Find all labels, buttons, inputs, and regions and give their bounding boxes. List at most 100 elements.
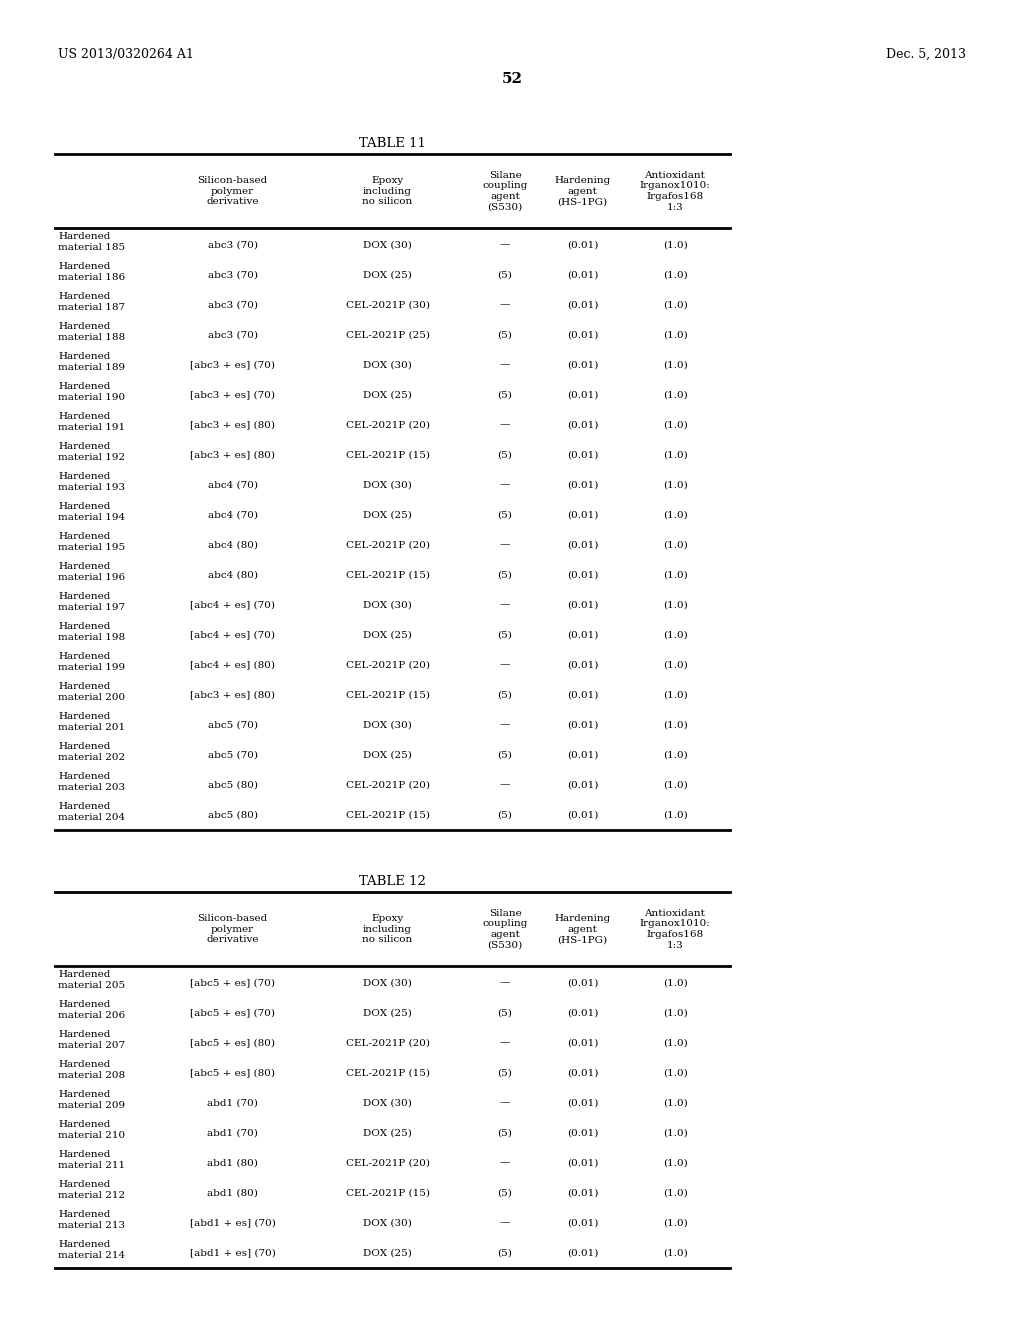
Text: coupling: coupling xyxy=(482,181,527,190)
Text: (1.0): (1.0) xyxy=(663,511,687,520)
Text: Dec. 5, 2013: Dec. 5, 2013 xyxy=(886,48,966,61)
Text: CEL-2021P (20): CEL-2021P (20) xyxy=(345,780,429,789)
Text: Irganox1010:: Irganox1010: xyxy=(640,181,711,190)
Text: (5): (5) xyxy=(498,751,512,759)
Text: —: — xyxy=(500,660,510,669)
Text: (1.0): (1.0) xyxy=(663,721,687,730)
Text: (S530): (S530) xyxy=(487,202,522,211)
Text: material 208: material 208 xyxy=(58,1071,125,1080)
Text: material 212: material 212 xyxy=(58,1191,125,1200)
Text: —: — xyxy=(500,540,510,549)
Text: (0.01): (0.01) xyxy=(567,301,598,309)
Text: CEL-2021P (20): CEL-2021P (20) xyxy=(345,1159,429,1167)
Text: —: — xyxy=(500,240,510,249)
Text: Hardened: Hardened xyxy=(58,652,111,661)
Text: (0.01): (0.01) xyxy=(567,660,598,669)
Text: material 192: material 192 xyxy=(58,453,125,462)
Text: TABLE 11: TABLE 11 xyxy=(359,137,426,150)
Text: Hardened: Hardened xyxy=(58,412,111,421)
Text: DOX (25): DOX (25) xyxy=(364,391,412,400)
Text: (0.01): (0.01) xyxy=(567,391,598,400)
Text: [abc4 + es] (70): [abc4 + es] (70) xyxy=(190,601,275,610)
Text: —: — xyxy=(500,1218,510,1228)
Text: (0.01): (0.01) xyxy=(567,780,598,789)
Text: (5): (5) xyxy=(498,690,512,700)
Text: CEL-2021P (25): CEL-2021P (25) xyxy=(345,330,429,339)
Text: Hardened: Hardened xyxy=(58,1060,111,1069)
Text: Epoxy: Epoxy xyxy=(372,915,403,923)
Text: Irganox1010:: Irganox1010: xyxy=(640,920,711,928)
Text: Hardened: Hardened xyxy=(58,1239,111,1249)
Text: material 210: material 210 xyxy=(58,1131,125,1140)
Text: Antioxidant: Antioxidant xyxy=(644,172,706,180)
Text: 52: 52 xyxy=(502,73,522,86)
Text: (1.0): (1.0) xyxy=(663,330,687,339)
Text: (1.0): (1.0) xyxy=(663,751,687,759)
Text: (0.01): (0.01) xyxy=(567,1008,598,1018)
Text: [abc3 + es] (70): [abc3 + es] (70) xyxy=(190,391,275,400)
Text: 1:3: 1:3 xyxy=(667,940,683,949)
Text: (5): (5) xyxy=(498,1068,512,1077)
Text: (0.01): (0.01) xyxy=(567,570,598,579)
Text: —: — xyxy=(500,601,510,610)
Text: material 194: material 194 xyxy=(58,513,125,521)
Text: material 195: material 195 xyxy=(58,543,125,552)
Text: —: — xyxy=(500,301,510,309)
Text: DOX (30): DOX (30) xyxy=(364,978,412,987)
Text: —: — xyxy=(500,1159,510,1167)
Text: abc5 (80): abc5 (80) xyxy=(208,810,257,820)
Text: Hardened: Hardened xyxy=(58,1030,111,1039)
Text: Epoxy: Epoxy xyxy=(372,177,403,185)
Text: material 200: material 200 xyxy=(58,693,125,702)
Text: DOX (30): DOX (30) xyxy=(364,1218,412,1228)
Text: (0.01): (0.01) xyxy=(567,480,598,490)
Text: including: including xyxy=(362,186,412,195)
Text: CEL-2021P (20): CEL-2021P (20) xyxy=(345,1039,429,1048)
Text: —: — xyxy=(500,780,510,789)
Text: [abc3 + es] (70): [abc3 + es] (70) xyxy=(190,360,275,370)
Text: [abc5 + es] (80): [abc5 + es] (80) xyxy=(190,1068,275,1077)
Text: [abc3 + es] (80): [abc3 + es] (80) xyxy=(190,450,275,459)
Text: no silicon: no silicon xyxy=(362,936,413,944)
Text: CEL-2021P (15): CEL-2021P (15) xyxy=(345,690,429,700)
Text: Hardened: Hardened xyxy=(58,742,111,751)
Text: Hardened: Hardened xyxy=(58,1180,111,1189)
Text: material 188: material 188 xyxy=(58,333,125,342)
Text: derivative: derivative xyxy=(206,197,259,206)
Text: (5): (5) xyxy=(498,810,512,820)
Text: (0.01): (0.01) xyxy=(567,1249,598,1258)
Text: CEL-2021P (20): CEL-2021P (20) xyxy=(345,660,429,669)
Text: DOX (25): DOX (25) xyxy=(364,631,412,639)
Text: (1.0): (1.0) xyxy=(663,1068,687,1077)
Text: (1.0): (1.0) xyxy=(663,1129,687,1138)
Text: (5): (5) xyxy=(498,1188,512,1197)
Text: US 2013/0320264 A1: US 2013/0320264 A1 xyxy=(58,48,194,61)
Text: (0.01): (0.01) xyxy=(567,421,598,429)
Text: material 199: material 199 xyxy=(58,663,125,672)
Text: Hardened: Hardened xyxy=(58,322,111,331)
Text: TABLE 12: TABLE 12 xyxy=(359,875,426,888)
Text: polymer: polymer xyxy=(211,186,254,195)
Text: Hardened: Hardened xyxy=(58,1001,111,1008)
Text: material 187: material 187 xyxy=(58,304,125,312)
Text: (S530): (S530) xyxy=(487,940,522,949)
Text: abd1 (80): abd1 (80) xyxy=(207,1188,258,1197)
Text: abd1 (70): abd1 (70) xyxy=(207,1129,258,1138)
Text: (0.01): (0.01) xyxy=(567,1098,598,1107)
Text: DOX (30): DOX (30) xyxy=(364,240,412,249)
Text: (0.01): (0.01) xyxy=(567,1129,598,1138)
Text: —: — xyxy=(500,721,510,730)
Text: [abc3 + es] (80): [abc3 + es] (80) xyxy=(190,421,275,429)
Text: agent: agent xyxy=(490,191,520,201)
Text: [abc5 + es] (70): [abc5 + es] (70) xyxy=(190,978,275,987)
Text: material 193: material 193 xyxy=(58,483,125,492)
Text: abd1 (70): abd1 (70) xyxy=(207,1098,258,1107)
Text: (0.01): (0.01) xyxy=(567,450,598,459)
Text: Silane: Silane xyxy=(488,909,521,917)
Text: including: including xyxy=(362,925,412,933)
Text: [abd1 + es] (70): [abd1 + es] (70) xyxy=(189,1218,275,1228)
Text: abc4 (70): abc4 (70) xyxy=(208,511,257,520)
Text: Irgafos168: Irgafos168 xyxy=(646,191,703,201)
Text: (1.0): (1.0) xyxy=(663,631,687,639)
Text: [abc4 + es] (80): [abc4 + es] (80) xyxy=(190,660,275,669)
